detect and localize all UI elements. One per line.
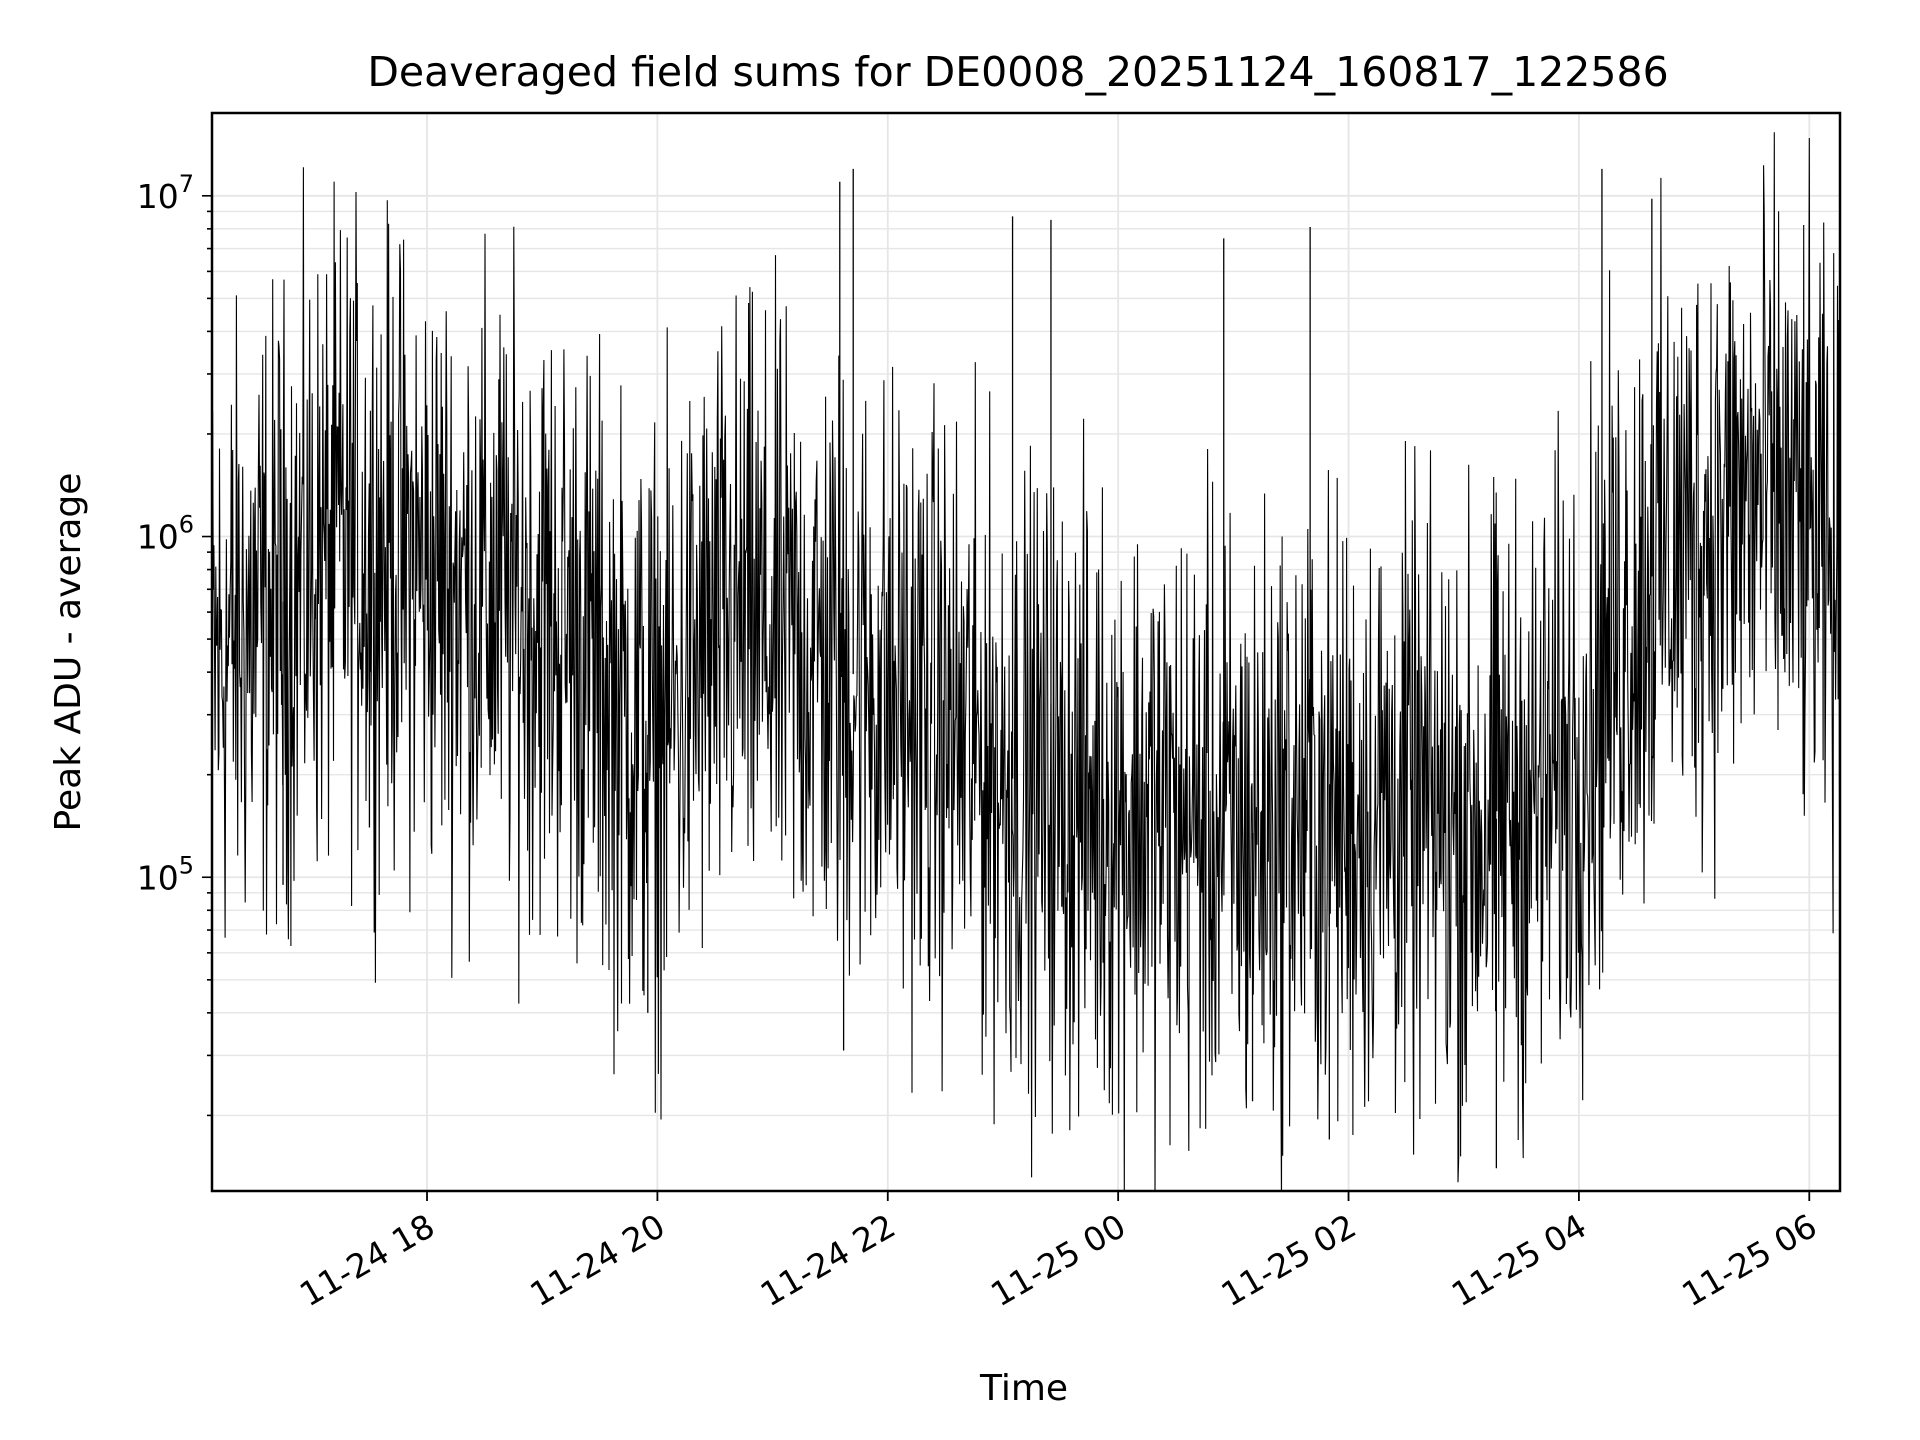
y-tick-label: 106 <box>137 511 194 557</box>
y-axis-label: Peak ADU - average <box>48 473 89 832</box>
chart-title: Deaveraged field sums for DE0008_2025112… <box>367 48 1668 96</box>
y-tick-label: 105 <box>137 851 194 897</box>
series-layer <box>212 132 1840 1191</box>
x-axis-label: Time <box>979 1368 1068 1409</box>
plot-frame <box>210 111 1842 1193</box>
y-tick-label: 107 <box>137 170 194 216</box>
series-line <box>212 132 1840 1191</box>
